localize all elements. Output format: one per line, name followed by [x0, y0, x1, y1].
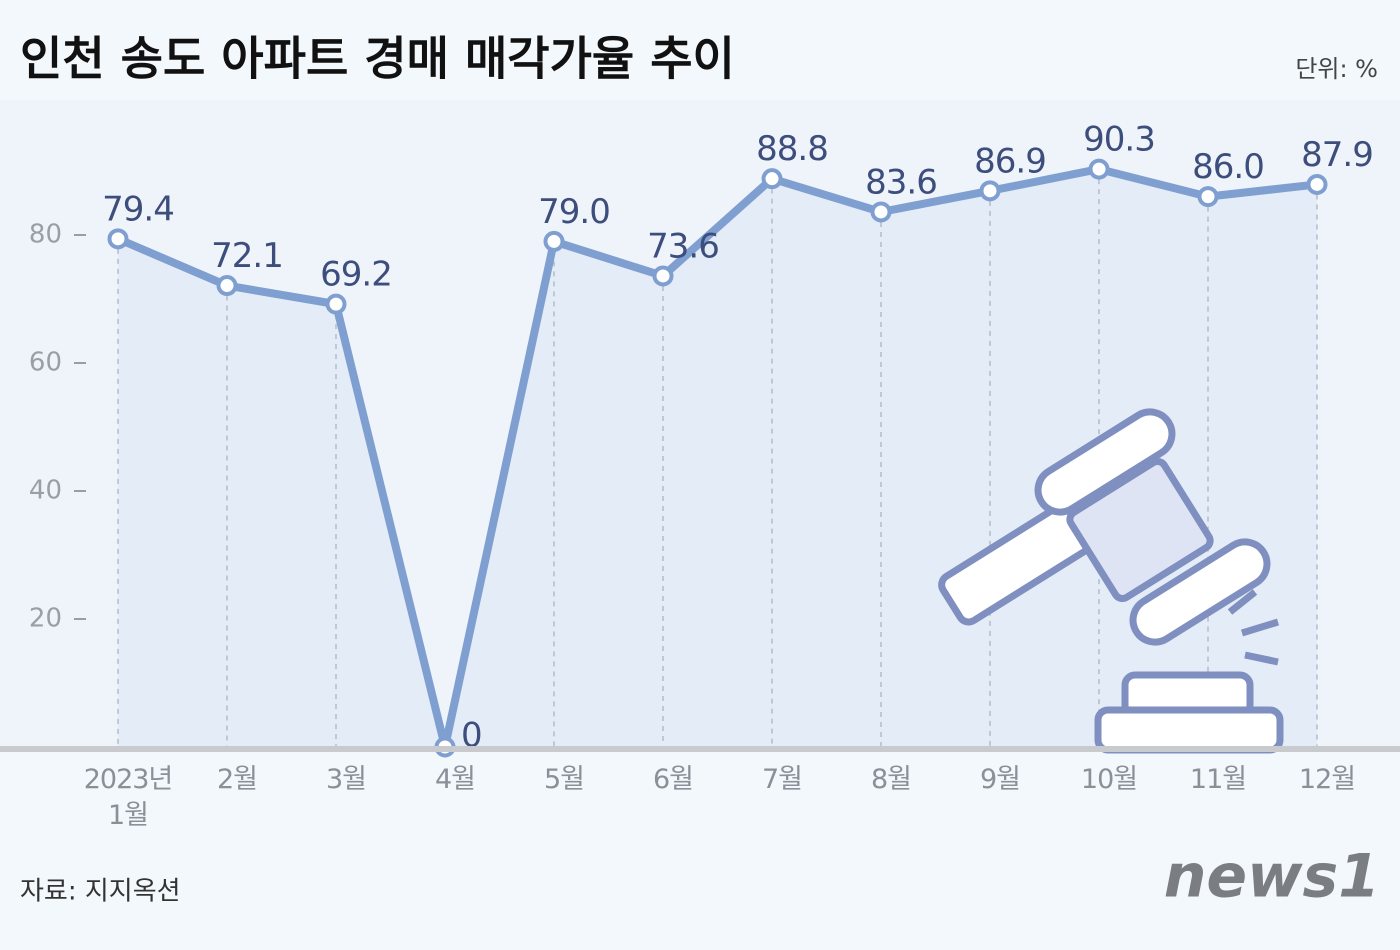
value-label: 83.6 — [865, 162, 937, 202]
x-tick-label: 4월 — [434, 764, 476, 795]
point — [870, 201, 892, 223]
y-tick-label: 40 — [29, 476, 62, 506]
point — [216, 275, 238, 297]
gavel-spark — [1240, 618, 1280, 637]
value-label: 88.8 — [756, 129, 828, 169]
point — [325, 293, 347, 315]
value-label: 69.2 — [320, 255, 392, 295]
x-tick-label: 11월 — [1189, 764, 1247, 795]
gavel-spark — [1227, 589, 1258, 615]
point — [652, 265, 674, 287]
point — [1306, 173, 1328, 195]
gavel-head — [1066, 457, 1214, 603]
gavel-icon — [938, 408, 1284, 754]
value-label: 86.0 — [1192, 147, 1264, 187]
x-tick-label: 6월 — [652, 764, 694, 795]
plot: 20 40 60 80 79.4 72.1 69.2 0 79.0 73.6 88.8 83.6 86.… — [29, 120, 1374, 758]
point — [1197, 186, 1219, 208]
source: 자료: 지지옥션 — [20, 877, 181, 907]
value-label: 72.1 — [211, 236, 283, 276]
x-tick-label: 2023년 1월 — [83, 764, 174, 831]
gavel-cap — [1034, 408, 1176, 516]
chart-title: 인천 송도 아파트 경매 매각가율 추이 — [20, 32, 735, 86]
y-tick-label: 60 — [29, 348, 62, 378]
area — [118, 169, 1317, 747]
value-label: 79.4 — [102, 189, 174, 229]
line — [116, 165, 1318, 751]
point — [979, 180, 1001, 202]
gavel-block — [1094, 706, 1284, 754]
point — [1088, 158, 1110, 180]
gavel-cap — [1129, 538, 1271, 646]
value-label: 86.9 — [974, 141, 1046, 181]
value-label: 90.3 — [1083, 120, 1155, 160]
point — [543, 230, 565, 252]
x-tick-label: 5월 — [543, 764, 585, 795]
value-label: 73.6 — [647, 226, 719, 266]
value-label: 0 — [461, 716, 482, 756]
point — [107, 228, 129, 250]
x-tick-label: 8월 — [870, 764, 912, 795]
y-tick-label: 80 — [29, 220, 62, 250]
point — [761, 168, 783, 190]
value-label: 79.0 — [538, 192, 610, 232]
value-label: 87.9 — [1301, 135, 1373, 175]
x-tick-label: 7월 — [761, 764, 803, 795]
unit-label: 단위: % — [1295, 55, 1378, 83]
logo: news1 — [1164, 842, 1380, 912]
x-tick-label: 12월 — [1298, 764, 1356, 795]
x-tick-label: 10월 — [1080, 764, 1138, 795]
x-tick-label: 9월 — [979, 764, 1021, 795]
gavel-spark — [1244, 651, 1279, 666]
x-tick-label: 2월 — [216, 764, 258, 795]
y-tick-label: 20 — [29, 604, 62, 634]
x-tick-label: 3월 — [325, 764, 367, 795]
